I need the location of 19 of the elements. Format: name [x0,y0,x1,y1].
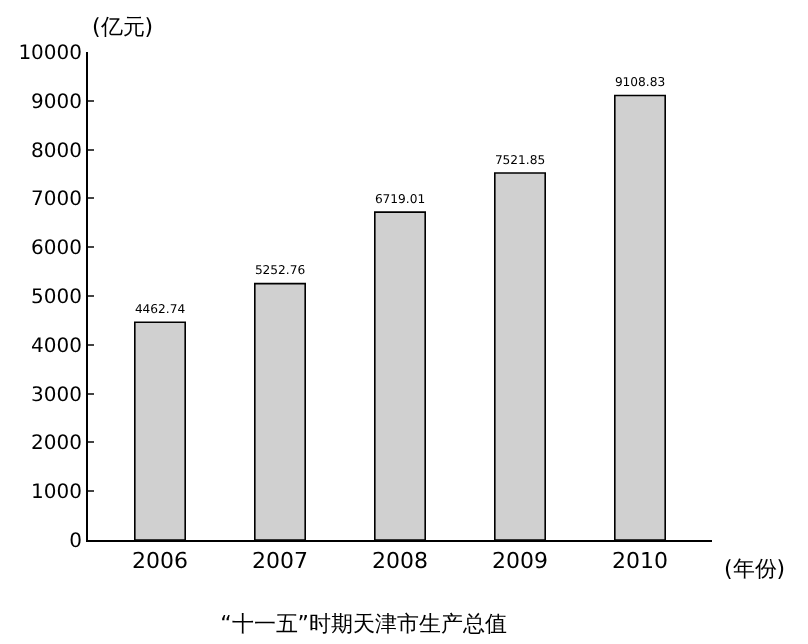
y-tick-label: 9000 [31,91,82,114]
y-axis-title: (亿元) [92,14,154,40]
x-tick-label: 2009 [492,548,548,575]
y-tick-label: 10000 [18,43,82,65]
y-tick-label: 6000 [31,238,82,261]
x-axis-title: (年份) [724,556,786,582]
y-tick-label: 3000 [31,384,82,407]
y-tick-label: 7000 [31,189,82,212]
text: “十一五”时期天津市生产总值 [220,611,508,638]
y-tick-label: 1000 [31,482,82,505]
y-tick-label: 4000 [31,335,82,358]
x-tick-label: 2008 [372,548,428,575]
x-tick-label: 2006 [132,548,188,575]
y-tick-label: 2000 [31,433,82,456]
y-tick-label: 0 [69,531,82,553]
x-tick-label: 2010 [612,548,668,575]
y-tick-label: 5000 [31,287,82,309]
y-tick-label: 8000 [31,140,82,163]
x-tick-label: 2007 [252,548,308,575]
